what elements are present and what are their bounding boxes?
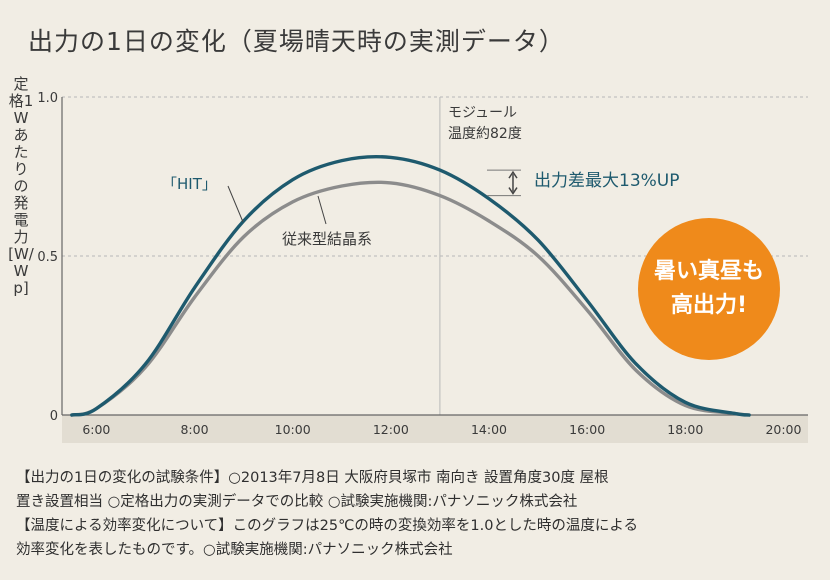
series-label-conventional: 従来型結晶系 (282, 230, 372, 248)
annotation-module-temp: モジュール (448, 105, 517, 121)
x-tick-label: 6:00 (82, 422, 110, 437)
x-tick-label: 18:00 (667, 422, 703, 437)
note-line: 置き設置相当 ○定格出力の実測データでの比較 ○試験実施機関:パナソニック株式会… (16, 494, 578, 510)
diff-arrowhead-up (508, 170, 518, 179)
note-line: 【出力の1日の変化の試験条件】○2013年7月8日 大阪府貝塚市 南向き 設置角… (16, 470, 609, 486)
annotation-module-temp: 温度約82度 (448, 126, 522, 142)
leader-line-conventional (317, 195, 327, 225)
x-tick-label: 20:00 (765, 422, 801, 437)
badge-line-1: 暑い真昼も (653, 259, 764, 284)
y-tick-label: 0 (50, 409, 58, 424)
note-line: 効率変化を表したものです。○試験実施機関:パナソニック株式会社 (16, 542, 453, 558)
y-tick-label: 1.0 (37, 91, 58, 106)
line-chart: 0 0.5 1.0 6:00 8:00 10:00 12:00 14:00 16:00 18:00… (37, 91, 808, 443)
badge-line-2: 高出力! (670, 293, 748, 318)
x-tick-label: 12:00 (373, 422, 409, 437)
x-tick-label: 16:00 (569, 422, 605, 437)
x-axis-band (62, 415, 808, 443)
test-conditions-notes: 【出力の1日の変化の試験条件】○2013年7月8日 大阪府貝塚市 南向き 設置角… (16, 466, 816, 562)
x-tick-label: 14:00 (471, 422, 507, 437)
series-line-conventional (70, 180, 751, 417)
diff-arrowhead-down (508, 187, 518, 195)
annotation-difference: 出力差最大13%UP (534, 171, 679, 191)
chart-title: 出力の1日の変化（夏場晴天時の実測データ） (28, 27, 565, 56)
y-axis-label: 定格1Wあたりの発電力[W/Wp] (8, 75, 34, 297)
x-tick-label: 8:00 (180, 422, 208, 437)
series-label-hit: 「HIT」 (162, 175, 217, 193)
series-line-hit (70, 155, 751, 417)
high-output-badge: 暑い真昼も 高出力! (638, 218, 780, 360)
leader-line-hit (227, 185, 244, 223)
note-line: 【温度による効率変化について】このグラフは25℃の時の変換効率を1.0とした時の… (16, 518, 638, 534)
x-tick-label: 10:00 (275, 422, 311, 437)
y-tick-label: 0.5 (37, 250, 58, 265)
